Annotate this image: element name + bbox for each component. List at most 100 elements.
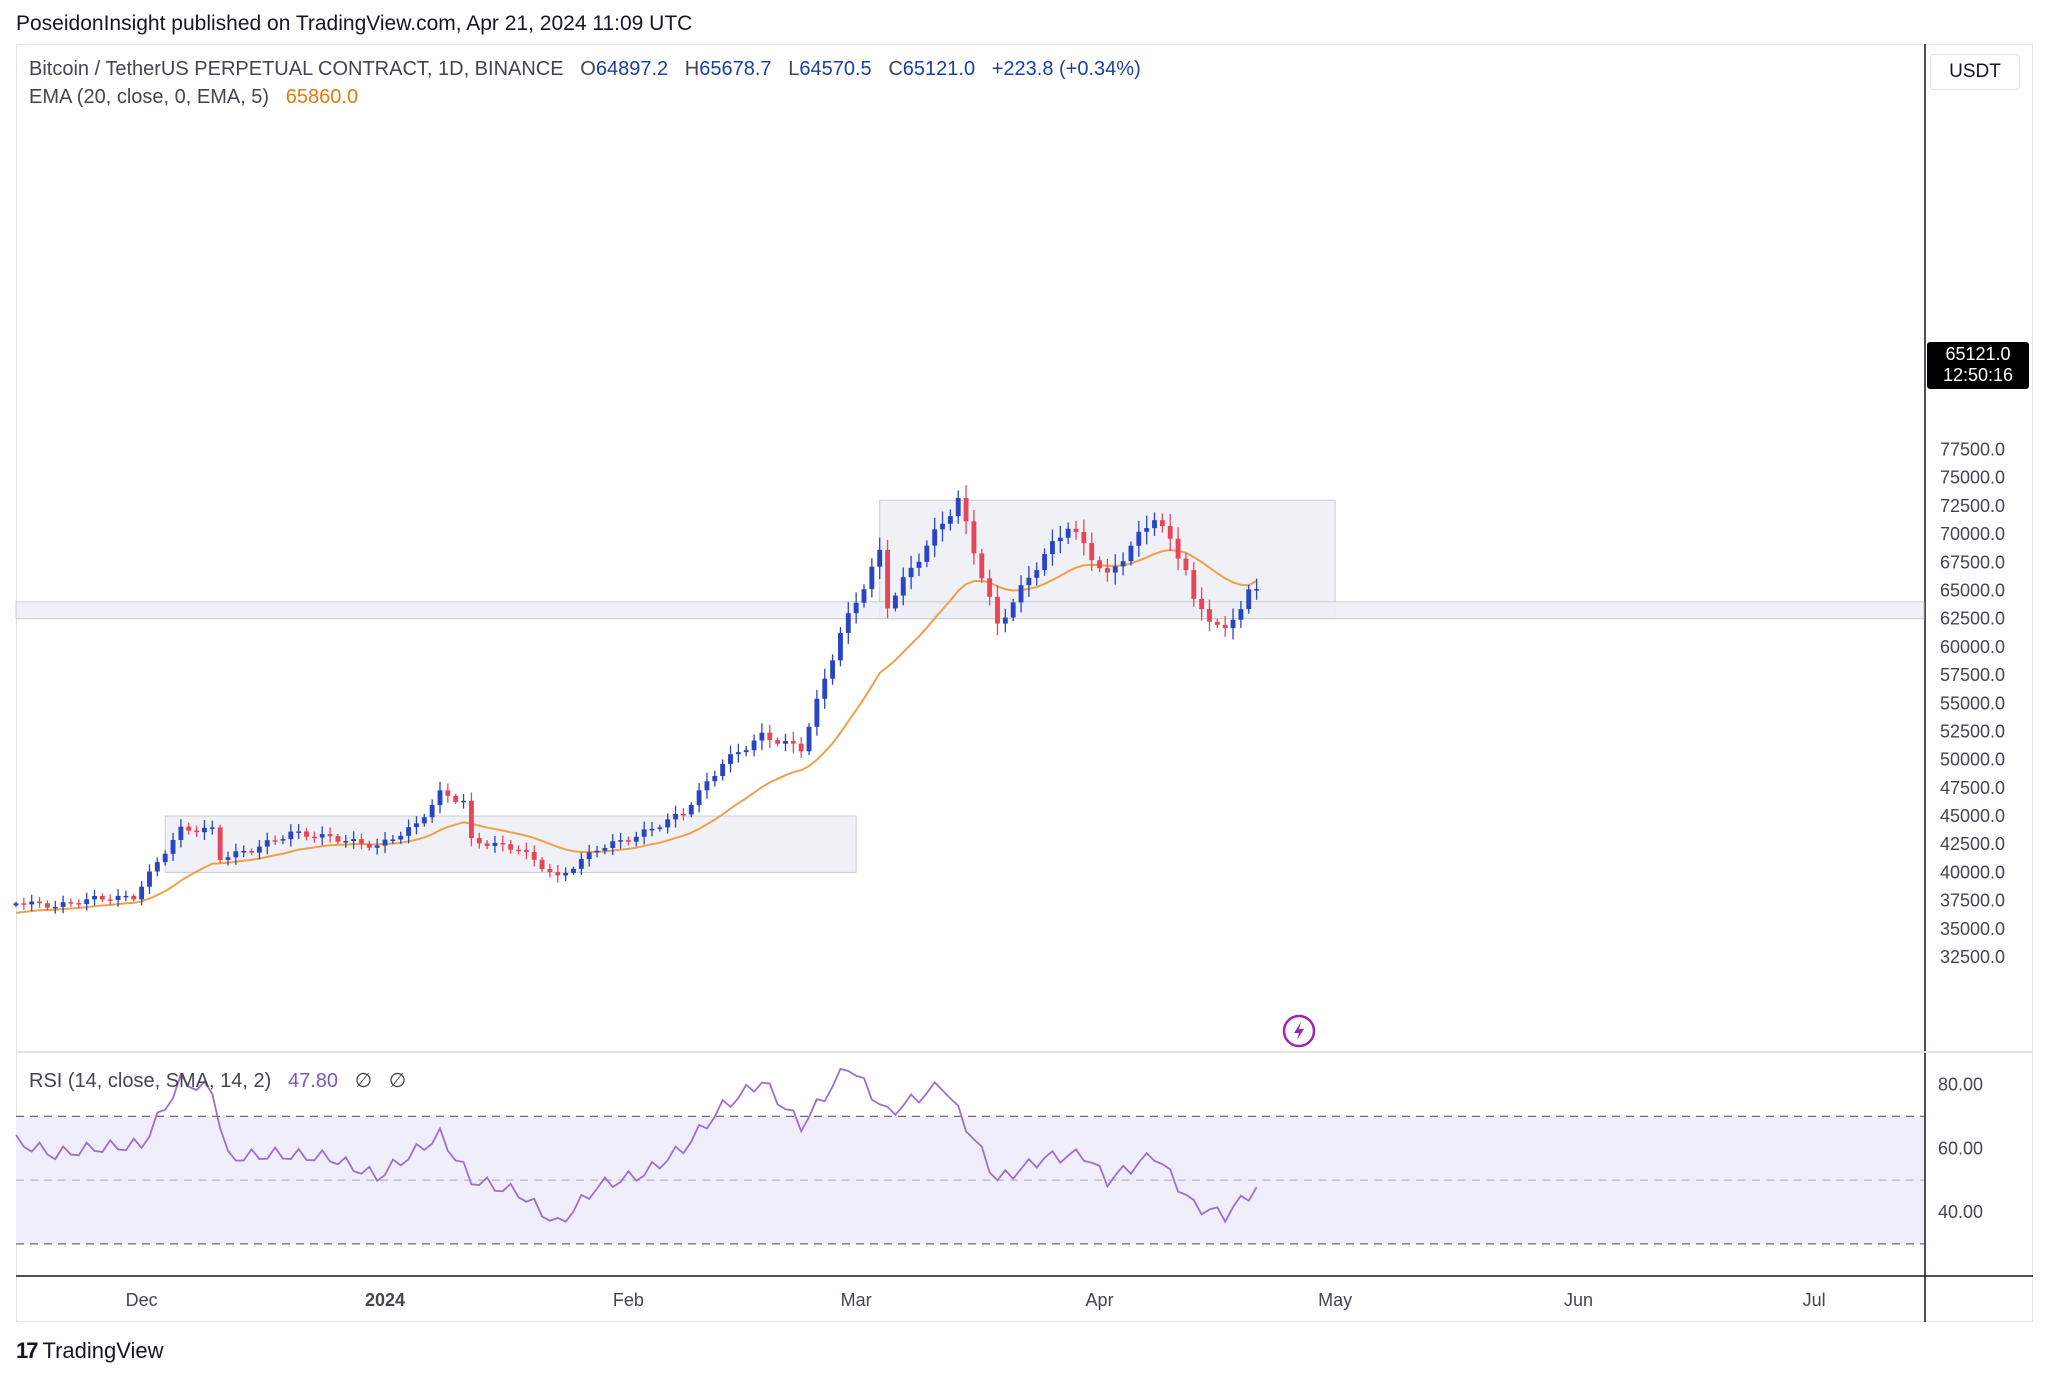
candle-body — [390, 839, 396, 842]
symbol-legend[interactable]: Bitcoin / TetherUS PERPETUAL CONTRACT, 1… — [29, 58, 1141, 81]
candle-body — [468, 800, 474, 839]
rsi-band — [16, 1115, 1924, 1245]
candle-body — [1057, 537, 1063, 542]
candle-body — [1065, 528, 1071, 538]
candle-body — [225, 857, 231, 860]
candle-body — [1018, 585, 1024, 603]
candle-body — [602, 847, 608, 851]
candle-body — [971, 521, 977, 554]
candle-body — [1097, 560, 1102, 569]
time-tick: Apr — [1086, 1290, 1114, 1310]
candle-body — [531, 851, 537, 860]
candle-body — [728, 754, 733, 764]
candle-body — [586, 852, 592, 860]
candle-body — [830, 660, 836, 679]
candle-body — [99, 895, 105, 900]
price-tick: 45000.0 — [1940, 806, 2005, 826]
candle-body — [186, 826, 192, 831]
range-zone — [15, 601, 1925, 620]
candle-body — [162, 853, 168, 863]
candle-body — [319, 834, 325, 838]
price-axis[interactable]: 32500.0 35000.0 37500.0 40000.0 42500.0 45000… — [1940, 440, 2005, 968]
rsi-legend[interactable]: RSI (14, close, SMA, 14, 2) 47.80 ∅ ∅ — [29, 1068, 406, 1093]
candle-body — [743, 750, 749, 753]
candle-body — [1238, 609, 1244, 620]
candle-body — [908, 567, 914, 578]
candle-body — [1191, 570, 1197, 599]
tradingview-logo[interactable]: 17 TradingView — [16, 1338, 164, 1364]
candle-body — [822, 678, 828, 699]
ema-value: 65860.0 — [285, 86, 359, 108]
price-tick: 40000.0 — [1940, 862, 2005, 882]
candle-body — [288, 831, 294, 840]
time-tick: 2024 — [365, 1290, 405, 1310]
candle-body — [343, 841, 349, 843]
candle-body — [429, 805, 435, 818]
range-zones — [15, 499, 1925, 873]
candle-body — [806, 726, 812, 752]
candle-body — [563, 872, 569, 876]
candle-body — [618, 840, 624, 842]
price-tick: 77500.0 — [1940, 440, 2005, 460]
candle-body — [523, 850, 529, 852]
change-value: +223.8 (+0.34%) — [991, 58, 1141, 80]
time-tick: Jun — [1564, 1290, 1593, 1310]
candle-body — [673, 813, 678, 820]
candle-body — [885, 549, 890, 609]
candle-body — [359, 839, 364, 844]
candle-body — [1128, 545, 1134, 562]
candle-body — [845, 613, 851, 633]
candle-body — [861, 589, 867, 603]
candle-body — [649, 828, 655, 831]
candle-body — [1214, 621, 1220, 625]
candle-body — [1034, 570, 1040, 578]
candle-body — [52, 906, 58, 909]
candle-body — [539, 859, 545, 870]
candle-body — [665, 819, 671, 828]
candle-body — [1042, 554, 1048, 571]
candle-body — [202, 827, 207, 833]
candle-body — [366, 843, 372, 848]
candle-body — [406, 827, 412, 836]
price-tick: 37500.0 — [1940, 891, 2005, 911]
rsi-label: RSI (14, close, SMA, 14, 2) — [29, 1070, 272, 1092]
candle-body — [382, 839, 388, 846]
ema-legend[interactable]: EMA (20, close, 0, EMA, 5) 65860.0 — [29, 86, 358, 109]
logo-text: TradingView — [42, 1338, 164, 1363]
candle-body — [500, 842, 506, 845]
candle-body — [84, 899, 90, 905]
candle-body — [1050, 541, 1055, 555]
candle-body — [963, 498, 969, 522]
price-tick: 47500.0 — [1940, 778, 2005, 798]
chart-frame[interactable] — [16, 44, 2033, 1322]
candle-body — [995, 596, 1000, 624]
candle-body — [461, 800, 466, 803]
candle-body — [1112, 566, 1118, 573]
lightning-icon[interactable] — [1282, 1014, 1316, 1048]
currency-button[interactable]: USDT — [1930, 54, 2020, 90]
rsi-axis[interactable]: 40.00 60.00 80.00 — [1938, 1075, 1983, 1223]
candle-body — [1175, 538, 1181, 559]
candle-body — [374, 845, 380, 848]
last-price: 65121.0 — [1945, 344, 2011, 364]
candle-body — [194, 830, 200, 833]
price-tick: 60000.0 — [1940, 637, 2005, 657]
last-price-tag: 65121.0 12:50:16 — [1927, 342, 2029, 389]
low-value: 64570.5 — [799, 58, 872, 80]
candle-body — [311, 836, 317, 839]
candle-body — [641, 829, 647, 837]
candle-body — [256, 846, 262, 853]
rsi-polyline — [15, 1067, 1258, 1224]
time-axis[interactable]: Dec 2024 Feb Mar Apr May Jun Jul — [126, 1290, 1826, 1310]
range-zone — [164, 815, 857, 873]
candle-body — [869, 566, 875, 590]
candle-body — [979, 553, 985, 579]
symbol-name: Bitcoin / TetherUS PERPETUAL CONTRACT, 1… — [29, 58, 564, 80]
candle-body — [476, 838, 482, 844]
candle-body — [696, 790, 702, 805]
time-tick: Mar — [841, 1290, 872, 1310]
candle-body — [453, 795, 459, 802]
candle-body — [892, 595, 898, 609]
candle-body — [783, 741, 788, 744]
